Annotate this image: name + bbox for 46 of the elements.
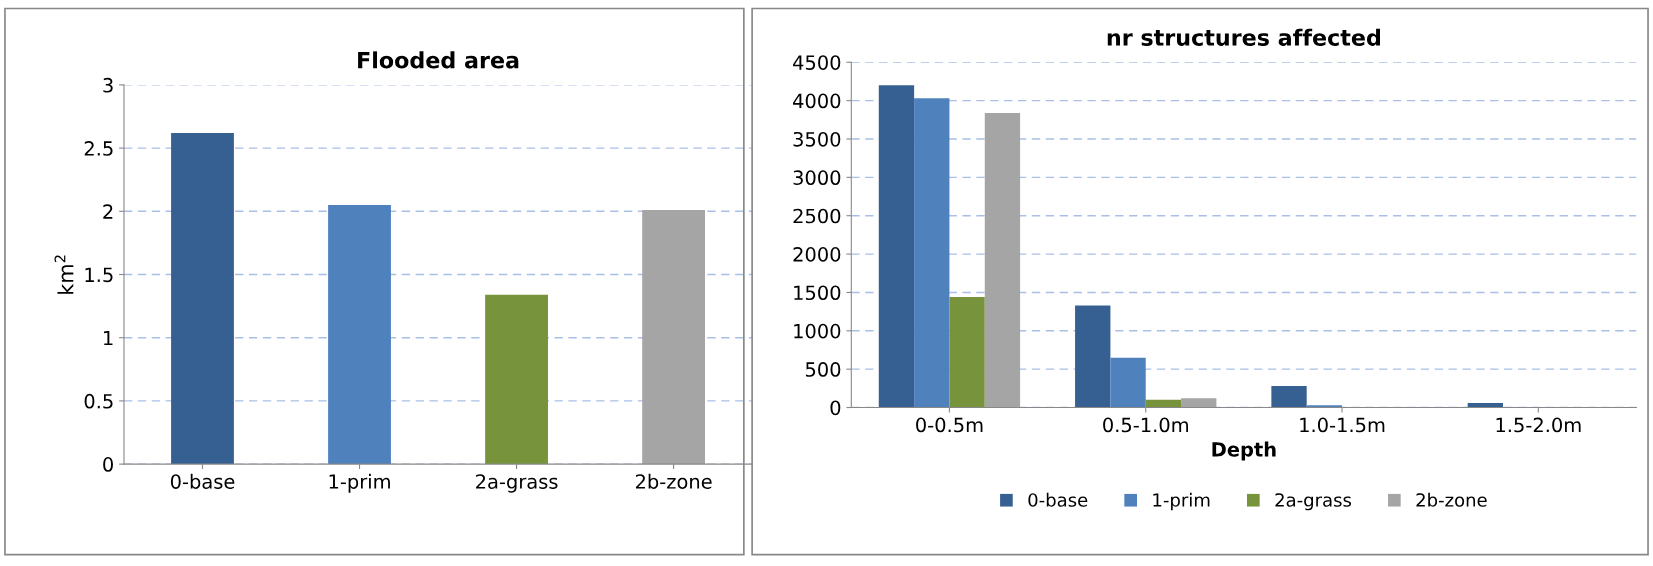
x-tick-label: 1.5-2.0m <box>1496 417 1581 433</box>
bar <box>1110 357 1146 408</box>
legend-label: 2b-zone <box>1416 492 1487 507</box>
bar <box>949 297 985 408</box>
bar <box>328 204 391 465</box>
bar <box>1075 305 1111 408</box>
y-tick-label: 1500 <box>794 285 841 301</box>
x-tick-label: 0-base <box>170 473 235 489</box>
bar <box>642 210 705 465</box>
y-tick-label: 2.5 <box>84 141 113 156</box>
y-axis-title: km$^{2}$ <box>54 255 74 294</box>
bar <box>1271 386 1307 408</box>
bar <box>485 294 548 465</box>
y-tick-label: 2500 <box>793 208 841 224</box>
bar <box>1181 398 1217 408</box>
chart-title: nr structures affected <box>1107 28 1380 46</box>
x-tick-label: 0.5-1.0m <box>1103 417 1188 433</box>
y-tick-label: 500 <box>805 362 841 377</box>
y-tick-label: 0 <box>830 400 841 416</box>
y-tick-label: 1000 <box>794 323 841 339</box>
legend-label: 0-base <box>1028 492 1088 507</box>
y-tick-label: 0.5 <box>84 393 113 409</box>
y-tick-label: 4500 <box>793 55 841 70</box>
bar <box>1145 399 1182 408</box>
y-tick-label: 2000 <box>793 247 841 262</box>
bar <box>984 112 1021 408</box>
legend-label: 2a-grass <box>1275 493 1352 511</box>
legend-label: 1-prim <box>1153 492 1210 511</box>
x-tick-label: 2b-zone <box>635 473 712 489</box>
bar <box>878 85 915 408</box>
y-tick-label: 1.5 <box>85 267 113 283</box>
x-tick-label: 0-0.5m <box>916 417 983 433</box>
bar <box>914 98 950 408</box>
bar <box>171 132 234 465</box>
x-tick-label: 2a-grass <box>476 474 558 493</box>
y-tick-label: 2 <box>103 204 113 219</box>
chart-title: Flooded area <box>358 51 519 69</box>
x-tick-label: 1.0-1.5m <box>1300 417 1385 433</box>
x-tick-label: 1-prim <box>329 473 390 493</box>
y-tick-label: 0 <box>103 457 113 472</box>
y-tick-label: 1 <box>104 330 113 346</box>
x-axis-title: Depth <box>1212 441 1276 461</box>
y-tick-label: 3500 <box>793 131 841 147</box>
y-tick-label: 3000 <box>793 170 841 186</box>
y-tick-label: 4000 <box>793 93 841 109</box>
y-tick-label: 3 <box>103 77 113 93</box>
